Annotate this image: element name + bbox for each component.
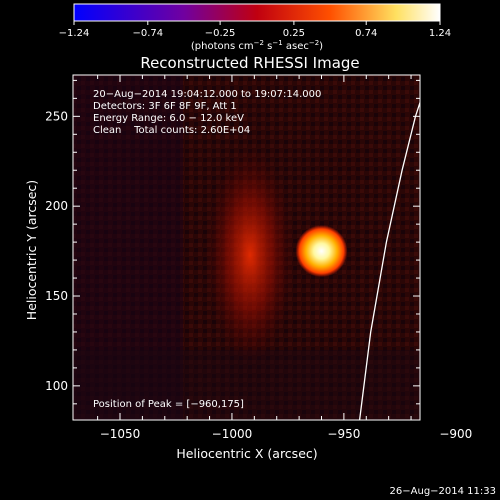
colorbar-unit-close: ) — [319, 41, 323, 52]
colorbar-tick-label: −0.74 — [132, 28, 163, 39]
colorbar-unit-mid: s — [264, 41, 272, 52]
image-area — [73, 75, 420, 420]
colorbar-tick-label: −0.25 — [205, 28, 236, 39]
colorbar-unit-exp3: −2 — [309, 39, 319, 47]
colorbar-tick-label: −1.24 — [59, 28, 90, 39]
plot-frame — [72, 74, 421, 421]
colorbar-tick-label: 1.24 — [429, 28, 451, 39]
chart-title: Reconstructed RHESSI Image — [140, 54, 359, 72]
colorbar-tick-label: 0.74 — [355, 28, 377, 39]
colorbar-tick-label: 0.25 — [283, 28, 305, 39]
y-axis-label: Heliocentric Y (arcsec) — [24, 180, 39, 320]
x-axis-label: Heliocentric X (arcsec) — [176, 446, 317, 461]
axis-ticks: −1050 −1000 −950 −900 100 150 200 250 — [45, 75, 472, 441]
annotation-detectors: Detectors: 3F 6F 8F 9F, Att 1 — [93, 101, 237, 112]
x-tick-label: −1000 — [212, 427, 253, 441]
x-tick-label: −1050 — [100, 427, 141, 441]
annotation-energy: Energy Range: 6.0 − 12.0 keV — [93, 113, 244, 124]
solar-limb-curve — [358, 100, 420, 420]
x-tick-label: −950 — [327, 427, 360, 441]
colorbar-unit-end: asec — [283, 41, 309, 52]
annotation-time-range: 20−Aug−2014 19:04:12.000 to 19:07:14.000 — [93, 89, 321, 100]
colorbar-unit-main: (photons cm — [191, 41, 254, 52]
colorbar-unit-label: (photons cm−2 s−1 asec−2) — [191, 39, 323, 52]
colorbar-unit-exp1: −2 — [254, 39, 264, 47]
colorbar — [73, 3, 441, 22]
footer-timestamp: 26−Aug−2014 11:33 — [390, 486, 496, 497]
annotation-peak-position: Position of Peak = [−960,175] — [93, 399, 244, 410]
source-peak — [295, 225, 348, 278]
colorbar-unit-exp2: −1 — [272, 39, 282, 47]
y-tick-label: 200 — [45, 199, 68, 213]
x-tick-label: −900 — [439, 427, 472, 441]
annotation-clean: Clean Total counts: 2.60E+04 — [93, 125, 250, 136]
colorbar-ticks: −1.24 −0.74 −0.25 0.25 0.74 1.24 — [59, 21, 451, 39]
y-tick-label: 150 — [45, 289, 68, 303]
image-left-shade — [73, 75, 183, 420]
y-tick-label: 100 — [45, 379, 68, 393]
y-tick-label: 250 — [45, 109, 68, 123]
source-glow-outer — [205, 145, 295, 365]
